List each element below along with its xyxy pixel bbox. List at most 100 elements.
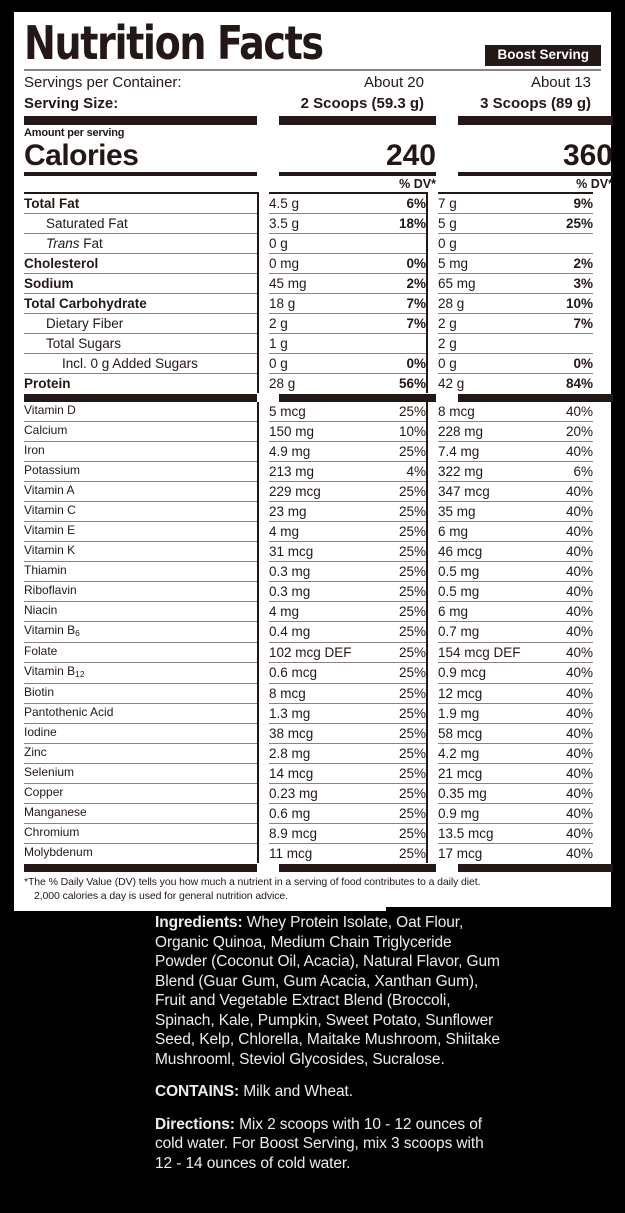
column-divider bbox=[257, 333, 259, 353]
nutrient-daily-value: 10% bbox=[565, 296, 593, 311]
nutrient-amount: 0.3 mg bbox=[269, 584, 311, 599]
column-divider bbox=[257, 313, 259, 333]
table-row: Molybdenum 11 mcg 25% 17 mcg 40% bbox=[24, 843, 601, 863]
nutrient-name: Molybdenum bbox=[24, 843, 257, 863]
table-row: Niacin 4 mg 25% 6 mg 40% bbox=[24, 601, 601, 621]
nutrient-cell-boost: 5 mg 2% bbox=[428, 253, 593, 273]
table-row: Thiamin 0.3 mg 25% 0.5 mg 40% bbox=[24, 561, 601, 581]
calories-bottom-rule bbox=[24, 172, 613, 176]
nutrient-cell-standard: 1.3 mg 25% bbox=[259, 703, 426, 723]
vitamins-bottom-bar bbox=[24, 864, 613, 872]
nutrient-name: Protein bbox=[24, 373, 257, 393]
nutrient-daily-value: 40% bbox=[565, 766, 593, 781]
nutrient-name: Trans Fat bbox=[24, 233, 257, 253]
nutrient-daily-value: 40% bbox=[565, 504, 593, 519]
nutrient-cell-boost: 2 g 7% bbox=[428, 313, 593, 333]
nutrient-name: Total Sugars bbox=[24, 333, 257, 353]
directions-heading: Directions: bbox=[155, 1115, 235, 1133]
column-divider bbox=[257, 273, 259, 293]
nutrient-amount: 28 g bbox=[269, 376, 296, 391]
nutrient-cell-boost: 0.5 mg 40% bbox=[428, 561, 593, 581]
nutrient-daily-value: 0% bbox=[406, 356, 426, 371]
nutrient-daily-value: 56% bbox=[398, 376, 426, 391]
nutrient-amount: 0.6 mg bbox=[269, 806, 311, 821]
column-divider bbox=[426, 783, 428, 803]
nutrient-amount: 102 mcg DEF bbox=[269, 645, 352, 660]
dv-header-standard: % DV* bbox=[399, 177, 436, 191]
nutrient-cell-boost: 154 mcg DEF 40% bbox=[428, 642, 593, 662]
nutrient-daily-value: 25% bbox=[398, 624, 426, 639]
column-divider bbox=[257, 601, 259, 621]
dv-header-boost: % DV* bbox=[576, 177, 613, 191]
nutrient-amount: 14 mcg bbox=[269, 766, 314, 781]
nutrient-cell-boost: 4.2 mg 40% bbox=[428, 743, 593, 763]
column-divider bbox=[257, 723, 259, 743]
column-divider bbox=[426, 441, 428, 461]
servings-bottom-bar bbox=[24, 116, 613, 125]
column-divider bbox=[257, 541, 259, 561]
nutrient-cell-boost: 228 mg 20% bbox=[428, 421, 593, 441]
table-row: Vitamin B12 0.6 mcg 25% 0.9 mcg 40% bbox=[24, 662, 601, 683]
nutrient-cell-standard: 28 g 56% bbox=[259, 373, 426, 393]
nutrient-name-subscript: 12 bbox=[75, 669, 85, 679]
nutrient-name: Riboflavin bbox=[24, 581, 257, 601]
nutrient-cell-boost: 1.9 mg 40% bbox=[428, 703, 593, 723]
nutrient-cell-standard: 0 g bbox=[259, 233, 426, 253]
table-row: Selenium 14 mcg 25% 21 mcg 40% bbox=[24, 763, 601, 783]
nutrient-amount: 150 mg bbox=[269, 424, 315, 439]
nutrient-amount: 38 mcg bbox=[269, 726, 314, 741]
ingredients-paragraph: Ingredients: Whey Protein Isolate, Oat F… bbox=[155, 913, 500, 1069]
label-header: Nutrition Facts Boost Serving bbox=[24, 18, 601, 68]
column-divider bbox=[426, 421, 428, 441]
nutrient-name: Incl. 0 g Added Sugars bbox=[24, 353, 257, 373]
column-divider bbox=[426, 213, 428, 233]
nutrient-cell-standard: 213 mg 4% bbox=[259, 461, 426, 481]
nutrient-amount: 0 g bbox=[269, 236, 288, 251]
nutrient-cell-standard: 0.3 mg 25% bbox=[259, 561, 426, 581]
ingredients-text: Whey Protein Isolate, Oat Flour, Organic… bbox=[155, 914, 500, 1068]
column-divider bbox=[426, 521, 428, 541]
nutrient-name: Copper bbox=[24, 783, 257, 803]
nutrient-amount: 322 mg bbox=[438, 464, 484, 479]
contains-paragraph: CONTAINS: Milk and Wheat. bbox=[155, 1082, 500, 1102]
nutrient-daily-value: 2% bbox=[573, 256, 593, 271]
nutrient-cell-standard: 0.23 mg 25% bbox=[259, 783, 426, 803]
nutrient-amount: 154 mcg DEF bbox=[438, 645, 521, 660]
column-divider bbox=[426, 642, 428, 662]
nutrient-amount: 1.3 mg bbox=[269, 706, 311, 721]
column-divider bbox=[426, 313, 428, 333]
nutrient-cell-boost: 5 g 25% bbox=[428, 213, 593, 233]
nutrient-daily-value: 40% bbox=[565, 826, 593, 841]
nutrient-amount: 0.3 mg bbox=[269, 564, 311, 579]
nutrient-daily-value: 25% bbox=[398, 604, 426, 619]
daily-value-header-row: % DV* % DV* bbox=[24, 176, 613, 192]
nutrient-daily-value: 25% bbox=[398, 826, 426, 841]
nutrient-amount: 0 g bbox=[438, 236, 457, 251]
nutrient-cell-standard: 102 mcg DEF 25% bbox=[259, 642, 426, 662]
calories-row: Amount per serving Calories 240 360 bbox=[24, 125, 613, 172]
nutrient-daily-value: 0% bbox=[406, 256, 426, 271]
serving-size-value-boost: 3 Scoops (89 g) bbox=[480, 95, 591, 112]
column-divider bbox=[426, 253, 428, 273]
nutrient-daily-value: 25% bbox=[398, 746, 426, 761]
table-row: Copper 0.23 mg 25% 0.35 mg 40% bbox=[24, 783, 601, 803]
column-divider bbox=[257, 703, 259, 723]
nutrient-amount: 18 g bbox=[269, 296, 296, 311]
table-row: Sodium 45 mg 2% 65 mg 3% bbox=[24, 273, 601, 293]
nutrient-amount: 0 g bbox=[438, 356, 457, 371]
nutrient-amount: 5 g bbox=[438, 216, 457, 231]
nutrient-amount: 5 mcg bbox=[269, 404, 306, 419]
nutrient-daily-value: 25% bbox=[398, 404, 426, 419]
nutrient-daily-value: 6% bbox=[573, 464, 593, 479]
nutrient-daily-value: 40% bbox=[565, 746, 593, 761]
nutrient-cell-standard: 0.6 mcg 25% bbox=[259, 662, 426, 683]
table-row: Riboflavin 0.3 mg 25% 0.5 mg 40% bbox=[24, 581, 601, 601]
nutrient-amount: 28 g bbox=[438, 296, 465, 311]
nutrient-name: Cholesterol bbox=[24, 253, 257, 273]
nutrient-amount: 0.7 mg bbox=[438, 624, 480, 639]
column-divider bbox=[426, 561, 428, 581]
nutrient-cell-standard: 150 mg 10% bbox=[259, 421, 426, 441]
nutrient-daily-value: 84% bbox=[565, 376, 593, 391]
nutrient-amount: 4 mg bbox=[269, 524, 300, 539]
